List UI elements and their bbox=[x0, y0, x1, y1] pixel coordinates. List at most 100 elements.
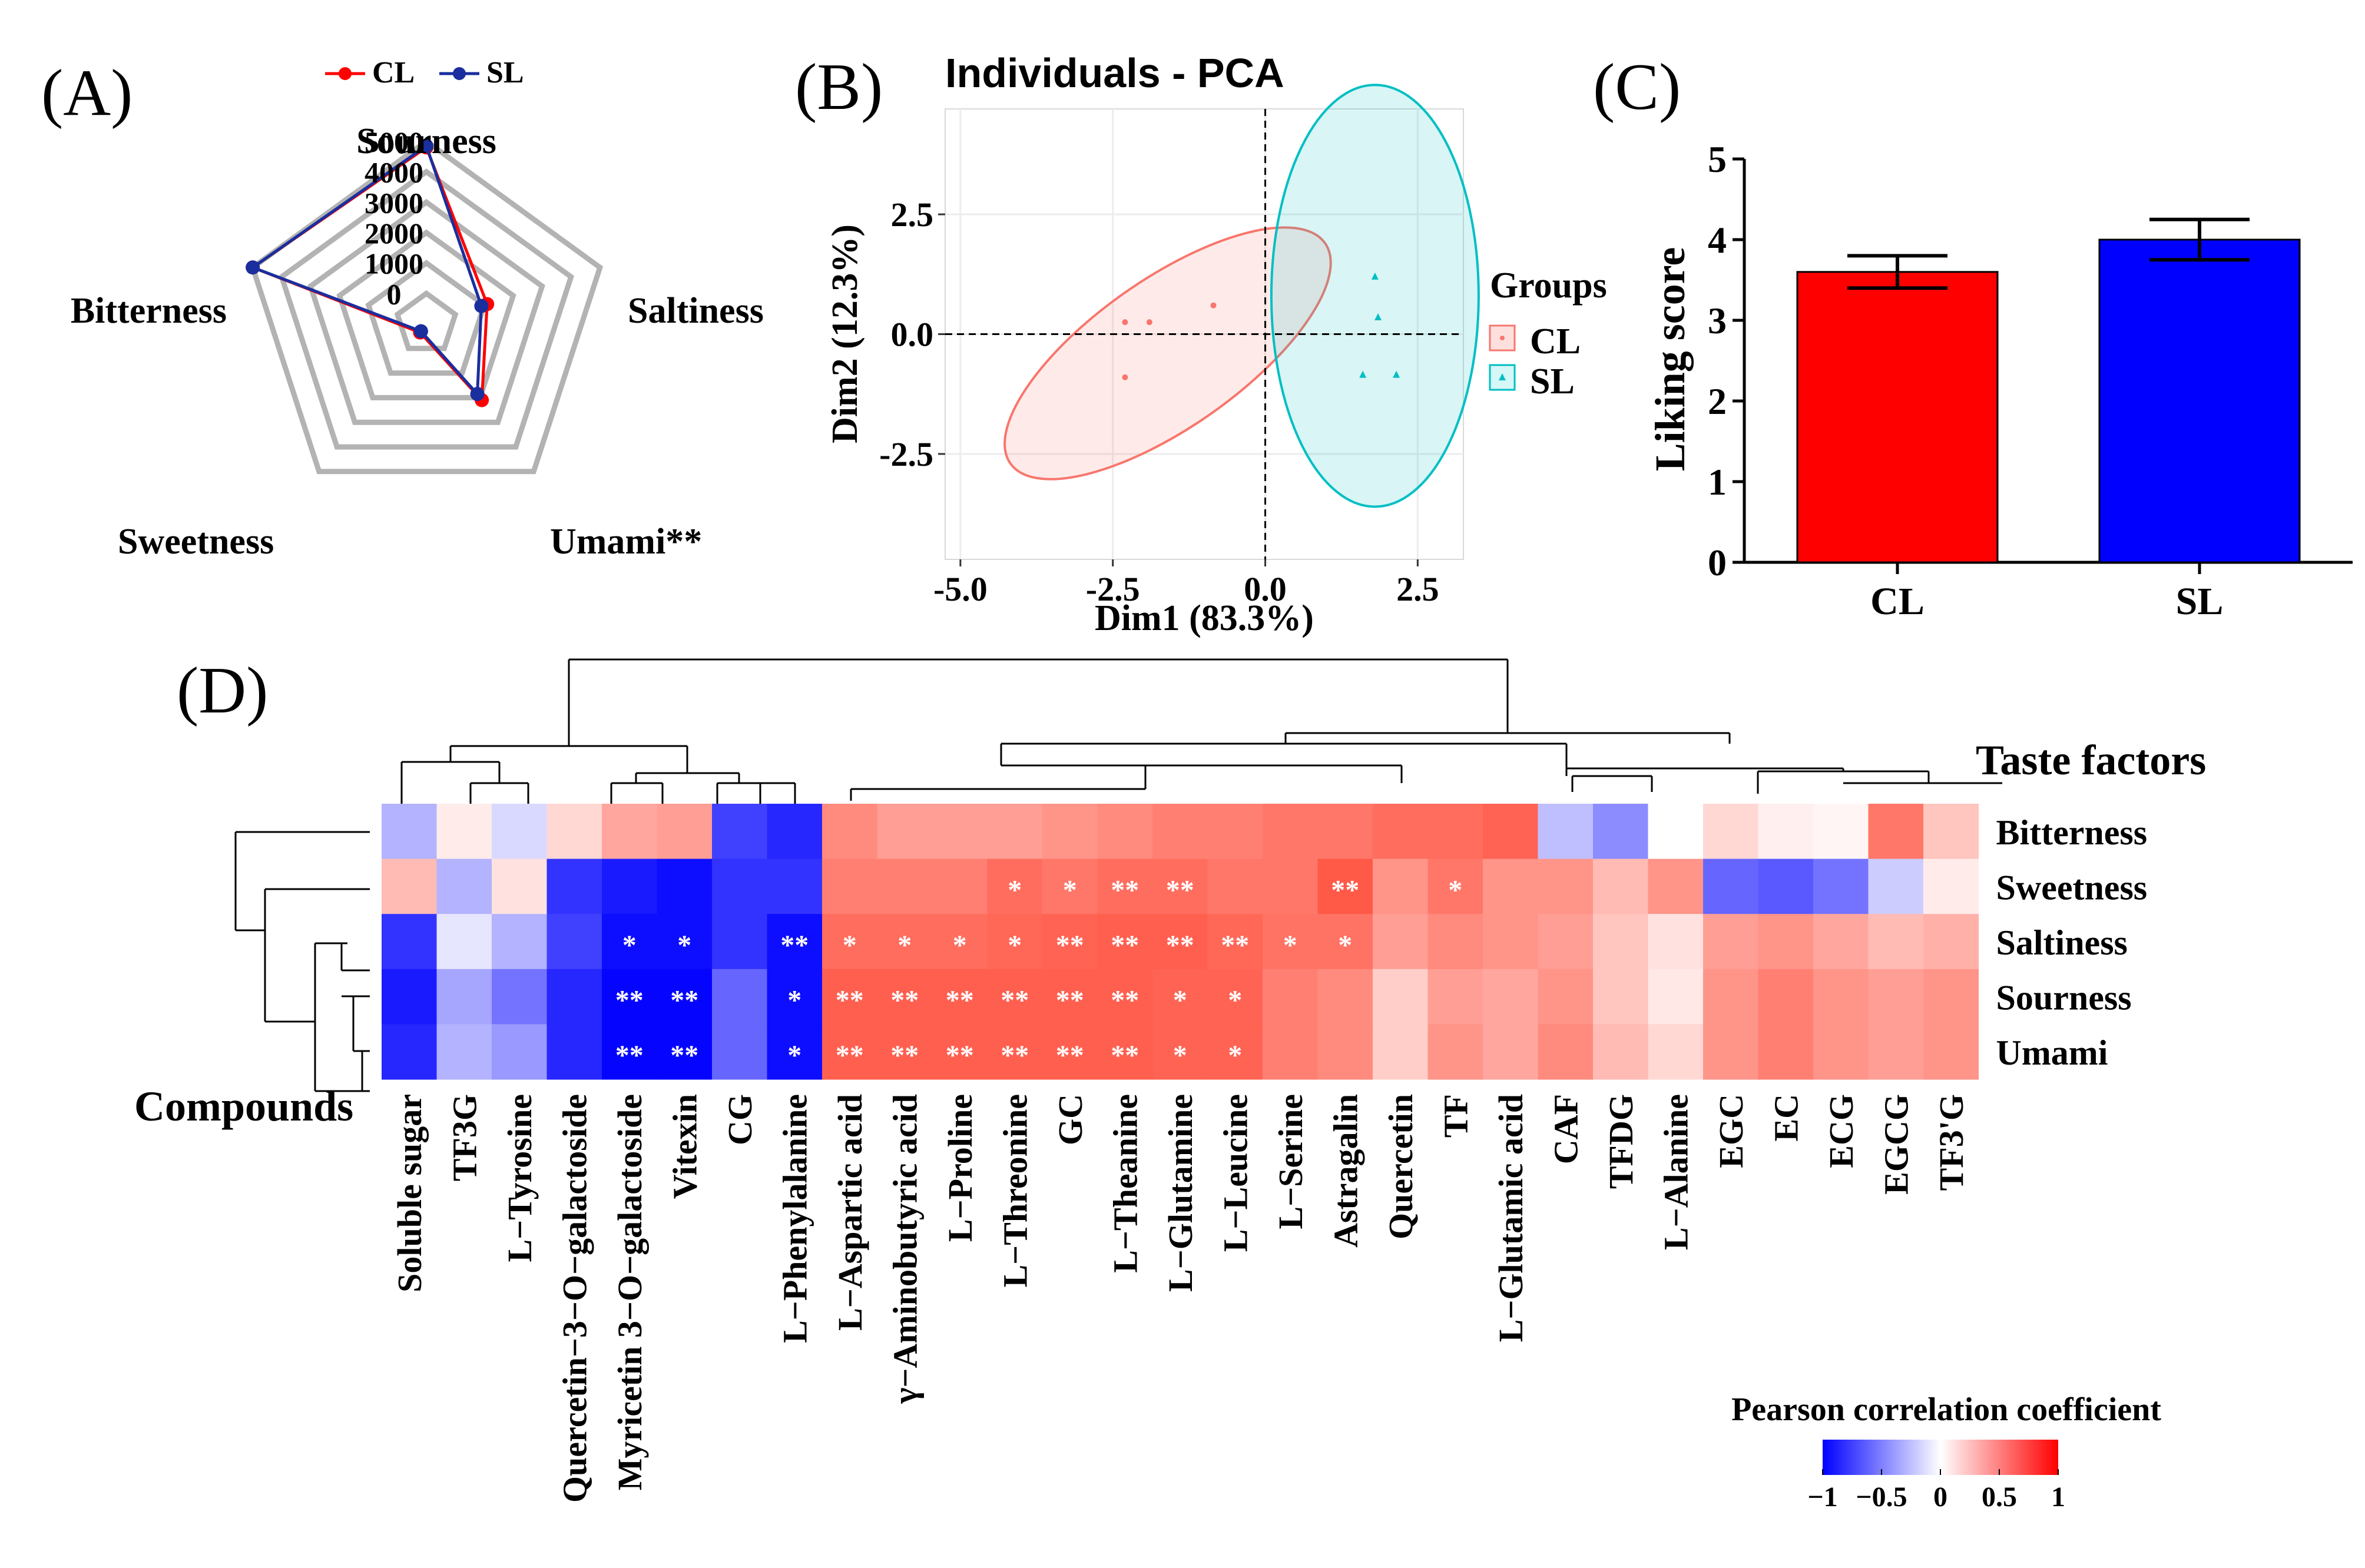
heatmap-cell bbox=[1483, 858, 1539, 914]
heatmap-column-label: L−Glutamine bbox=[1161, 1094, 1200, 1292]
heatmap-significance-mark: ** bbox=[1111, 1040, 1139, 1071]
heatmap-cell bbox=[1042, 1024, 1098, 1080]
axis-label-bitterness: Bitterness bbox=[71, 291, 227, 331]
heatmap-cell bbox=[1538, 804, 1594, 860]
heatmap-significance-mark: * bbox=[677, 930, 691, 961]
heatmap-cell bbox=[436, 804, 492, 860]
heatmap-significance-mark: ** bbox=[1331, 874, 1359, 906]
heatmap-cell bbox=[1538, 1024, 1594, 1080]
heatmap-cell bbox=[767, 914, 823, 970]
heatmap-cell bbox=[932, 914, 988, 970]
heatmap-row-axis-title: Taste factors bbox=[1976, 737, 2206, 784]
radar-ring bbox=[394, 290, 459, 352]
legend-sl-label: SL bbox=[486, 56, 524, 89]
bar-tick-labels: 0 1 2 3 4 5 CL SL bbox=[1708, 138, 2223, 623]
pca-xtick-label: 0.0 bbox=[1244, 570, 1287, 608]
pca-legend-cl-key bbox=[1489, 324, 1516, 352]
heatmap-cell bbox=[1042, 858, 1098, 914]
pca-xtick-label: -5.0 bbox=[933, 570, 988, 608]
heatmap-cell bbox=[1042, 969, 1098, 1025]
pca-ytick-label: 0.0 bbox=[891, 316, 934, 354]
pca-title: Individuals - PCA bbox=[945, 50, 1284, 96]
heatmap-cell bbox=[1152, 914, 1208, 970]
heatmap-cell bbox=[712, 858, 768, 914]
heatmap-cell bbox=[382, 969, 438, 1025]
pca-point-cl bbox=[1122, 319, 1128, 326]
heatmap-cell bbox=[1263, 858, 1319, 914]
heatmap-column-label: Astragalin bbox=[1326, 1094, 1364, 1248]
heatmap-cell bbox=[1317, 804, 1373, 860]
heatmap-column-label: L−Theanine bbox=[1106, 1094, 1144, 1273]
heatmap-cell bbox=[1923, 914, 1979, 970]
heatmap-column-label: CAF bbox=[1546, 1094, 1585, 1164]
heatmap-significance-mark: * bbox=[1283, 930, 1297, 961]
heatmap-cell bbox=[492, 914, 548, 970]
heatmap-cell bbox=[1703, 969, 1759, 1025]
heatmap-cell bbox=[932, 969, 988, 1025]
heatmap-cell bbox=[1317, 858, 1373, 914]
heatmap-cell bbox=[767, 858, 823, 914]
heatmap-cell bbox=[1923, 858, 1979, 914]
heatmap-column-label: EC bbox=[1767, 1094, 1805, 1142]
radar-tick-label: 4000 bbox=[365, 156, 423, 189]
heatmap-column-label: EGCG bbox=[1877, 1094, 1915, 1195]
heatmap-cell bbox=[987, 1024, 1043, 1080]
heatmap-column-label: EGC bbox=[1712, 1094, 1750, 1168]
pca-ellipses bbox=[1003, 84, 1480, 508]
heatmap-cell bbox=[436, 858, 492, 914]
heatmap-row-label: Saltiness bbox=[1996, 923, 2128, 962]
heatmap-column-label: γ−Aminobutyric acid bbox=[886, 1094, 924, 1404]
heatmap-cell bbox=[1317, 914, 1373, 970]
bar-ytick-label: 4 bbox=[1708, 219, 1727, 261]
heatmap-significance-mark: ** bbox=[1001, 1040, 1029, 1071]
heatmap-column-label: TF3'G bbox=[1932, 1094, 1970, 1191]
heatmap-cell bbox=[1538, 969, 1594, 1025]
pca-y-axis-label: Dim2 (12.3%) bbox=[825, 224, 865, 443]
heatmap-column-label: ECG bbox=[1822, 1094, 1860, 1168]
heatmap-cell bbox=[987, 858, 1043, 914]
pca-xtick-label: -2.5 bbox=[1086, 570, 1140, 608]
heatmap-cell bbox=[1868, 969, 1924, 1025]
heatmap-cell bbox=[712, 914, 768, 970]
heatmap-column-label: CG bbox=[721, 1094, 759, 1145]
heatmap-cell bbox=[602, 969, 658, 1025]
axis-label-umami: Umami** bbox=[550, 522, 702, 562]
heatmap-cell bbox=[1483, 1024, 1539, 1080]
heatmap-cell bbox=[657, 969, 713, 1025]
heatmap-cell bbox=[1207, 969, 1263, 1025]
axis-label-sweetness: Sweetness bbox=[118, 522, 274, 562]
bar-xtick-label: SL bbox=[2176, 580, 2224, 623]
heatmap-significance-mark: * bbox=[1448, 874, 1462, 906]
heatmap-significance-mark: * bbox=[1338, 930, 1352, 961]
heatmap-column-label: Vitexin bbox=[665, 1094, 704, 1199]
heatmap-cell bbox=[877, 914, 933, 970]
heatmap-significance-mark: ** bbox=[670, 985, 698, 1016]
pca-point-cl bbox=[1146, 319, 1152, 326]
heatmap-cell bbox=[657, 804, 713, 860]
pca-point-sl bbox=[1371, 272, 1379, 280]
heatmap-significance-mark: * bbox=[1008, 930, 1022, 961]
heatmap-significance-mark: ** bbox=[1111, 874, 1139, 906]
bar-chart: (C) 0 1 2 3 4 5 CL SL Liking score bbox=[1593, 51, 2353, 623]
heatmap-significance-mark: ** bbox=[780, 930, 809, 961]
heatmap-cell bbox=[1868, 858, 1924, 914]
heatmap-column-label: Myricetin 3−O−galactoside bbox=[611, 1094, 649, 1490]
panel-b-label: (B) bbox=[795, 51, 883, 124]
heatmap-significance-mark: ** bbox=[946, 985, 974, 1016]
colorbar-tick-label: −0.5 bbox=[1856, 1481, 1907, 1513]
heatmap-cell bbox=[1042, 914, 1098, 970]
heatmap-cell bbox=[602, 804, 658, 860]
heatmap-cell bbox=[1152, 858, 1208, 914]
pca-legend-cl-label: CL bbox=[1530, 321, 1581, 362]
dendro-col-right-b bbox=[850, 764, 1403, 801]
heatmap-cell bbox=[492, 1024, 548, 1080]
panel-c-label: (C) bbox=[1593, 51, 1681, 124]
heatmap-column-label: Quercetin bbox=[1382, 1094, 1420, 1239]
heatmap-cell bbox=[1207, 914, 1263, 970]
heatmap-cell bbox=[822, 914, 878, 970]
heatmap-significance-mark: ** bbox=[1111, 985, 1139, 1016]
heatmap-cell bbox=[1427, 1024, 1483, 1080]
heatmap-cell bbox=[1097, 1024, 1153, 1080]
